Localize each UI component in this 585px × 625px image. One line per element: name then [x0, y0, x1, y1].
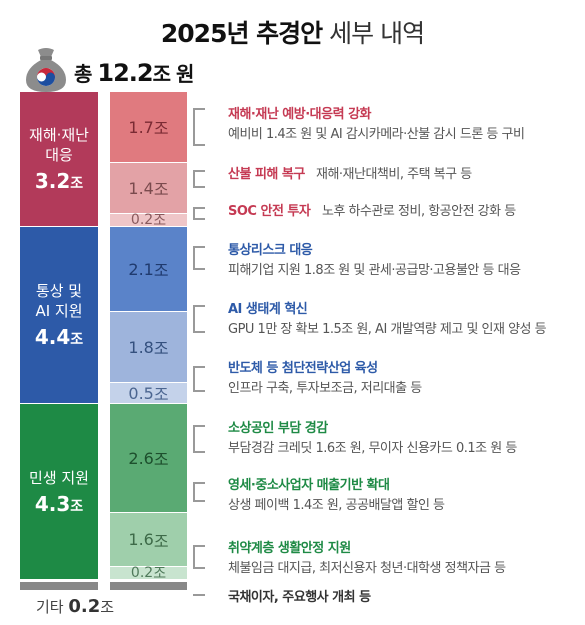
- item-title-disaster-prevention: 재해·재난 예방·대응력 강화: [228, 107, 372, 122]
- brace-4: [193, 246, 205, 270]
- item-title-trade-risk: 통상리스크 대응: [228, 243, 313, 258]
- item-desc-vulnerable: 체불임금 대지급, 최저신용자 청년·대학생 정책자금 등: [228, 561, 506, 576]
- brace-7: [193, 425, 205, 453]
- category-disaster: 재해·재난 대응 3.2조: [20, 92, 98, 226]
- others-segment: [110, 582, 187, 590]
- others-bar: [20, 582, 98, 590]
- brace-9: [193, 545, 205, 569]
- item-desc-wildfire: 재해·재난대책비, 주택 복구 등: [316, 167, 472, 182]
- total-amount: 총 12.2조 원: [74, 59, 194, 87]
- item-title-others: 국채이자, 주요행사 개최 등: [228, 590, 371, 605]
- item-desc-soc: 노후 하수관로 정비, 항공안전 강화 등: [322, 204, 516, 219]
- segment-semiconductor: 0.5 조: [110, 383, 187, 404]
- item-title-ai: AI 생태계 혁신: [228, 302, 308, 317]
- brace-3: [193, 207, 205, 220]
- item-desc-ai: GPU 1만 장 확보 1.5조 원, AI 개발역량 제고 및 인재 양성 등: [228, 322, 547, 337]
- brace-2: [193, 170, 205, 188]
- item-desc-disaster-prevention: 예비비 1.4조 원 및 AI 감시카메라·산불 감시 드론 등 구비: [228, 127, 525, 142]
- item-desc-small-business: 부담경감 크레딧 1.6조 원, 무이자 신용카드 0.1조 원 등: [228, 441, 517, 456]
- segment-vulnerable: 0.2 조: [110, 565, 187, 582]
- item-desc-sales-base: 상생 페이백 1.4조 원, 공공배달앱 할인 등: [228, 498, 445, 513]
- segment-ai-ecosystem: 1.8 조: [110, 312, 187, 382]
- brace-6: [193, 366, 205, 392]
- item-title-wildfire: 산불 피해 복구: [228, 167, 305, 182]
- others-label: 기타 0.2조: [35, 596, 115, 617]
- segment-small-business: 2.6 조: [110, 404, 187, 512]
- brace-5: [193, 305, 205, 333]
- money-bag-icon: [26, 48, 66, 92]
- brace-1: [193, 108, 205, 146]
- segment-disaster-prevention: 1.7 조: [110, 92, 187, 162]
- item-title-small-business: 소상공인 부담 경감: [228, 421, 328, 436]
- segment-soc-safety: 0.2 조: [110, 212, 187, 229]
- category-trade-ai: 통상 및 AI 지원 4.4조: [20, 227, 98, 403]
- category-livelihood: 민생 지원 4.3조: [20, 404, 98, 579]
- brace-10: [193, 594, 205, 596]
- segment-wildfire-recovery: 1.4 조: [110, 163, 187, 213]
- item-desc-semiconductor: 인프라 구축, 투자보조금, 저리대출 등: [228, 381, 422, 396]
- item-title-vulnerable: 취약계층 생활안정 지원: [228, 541, 351, 556]
- item-title-semiconductor: 반도체 등 첨단전략산업 육성: [228, 361, 378, 376]
- brace-8: [193, 482, 205, 502]
- chart-title: 2025년 추경안 세부 내역: [160, 19, 425, 48]
- item-title-sales-base: 영세·중소사업자 매출기반 확대: [228, 478, 390, 493]
- segment-sales-base: 1.6 조: [110, 513, 187, 566]
- item-title-soc: SOC 안전 투자: [228, 204, 311, 219]
- segment-trade-risk: 2.1 조: [110, 227, 187, 311]
- item-desc-trade-risk: 피해기업 지원 1.8조 원 및 관세·공급망·고용불안 등 대응: [228, 263, 521, 278]
